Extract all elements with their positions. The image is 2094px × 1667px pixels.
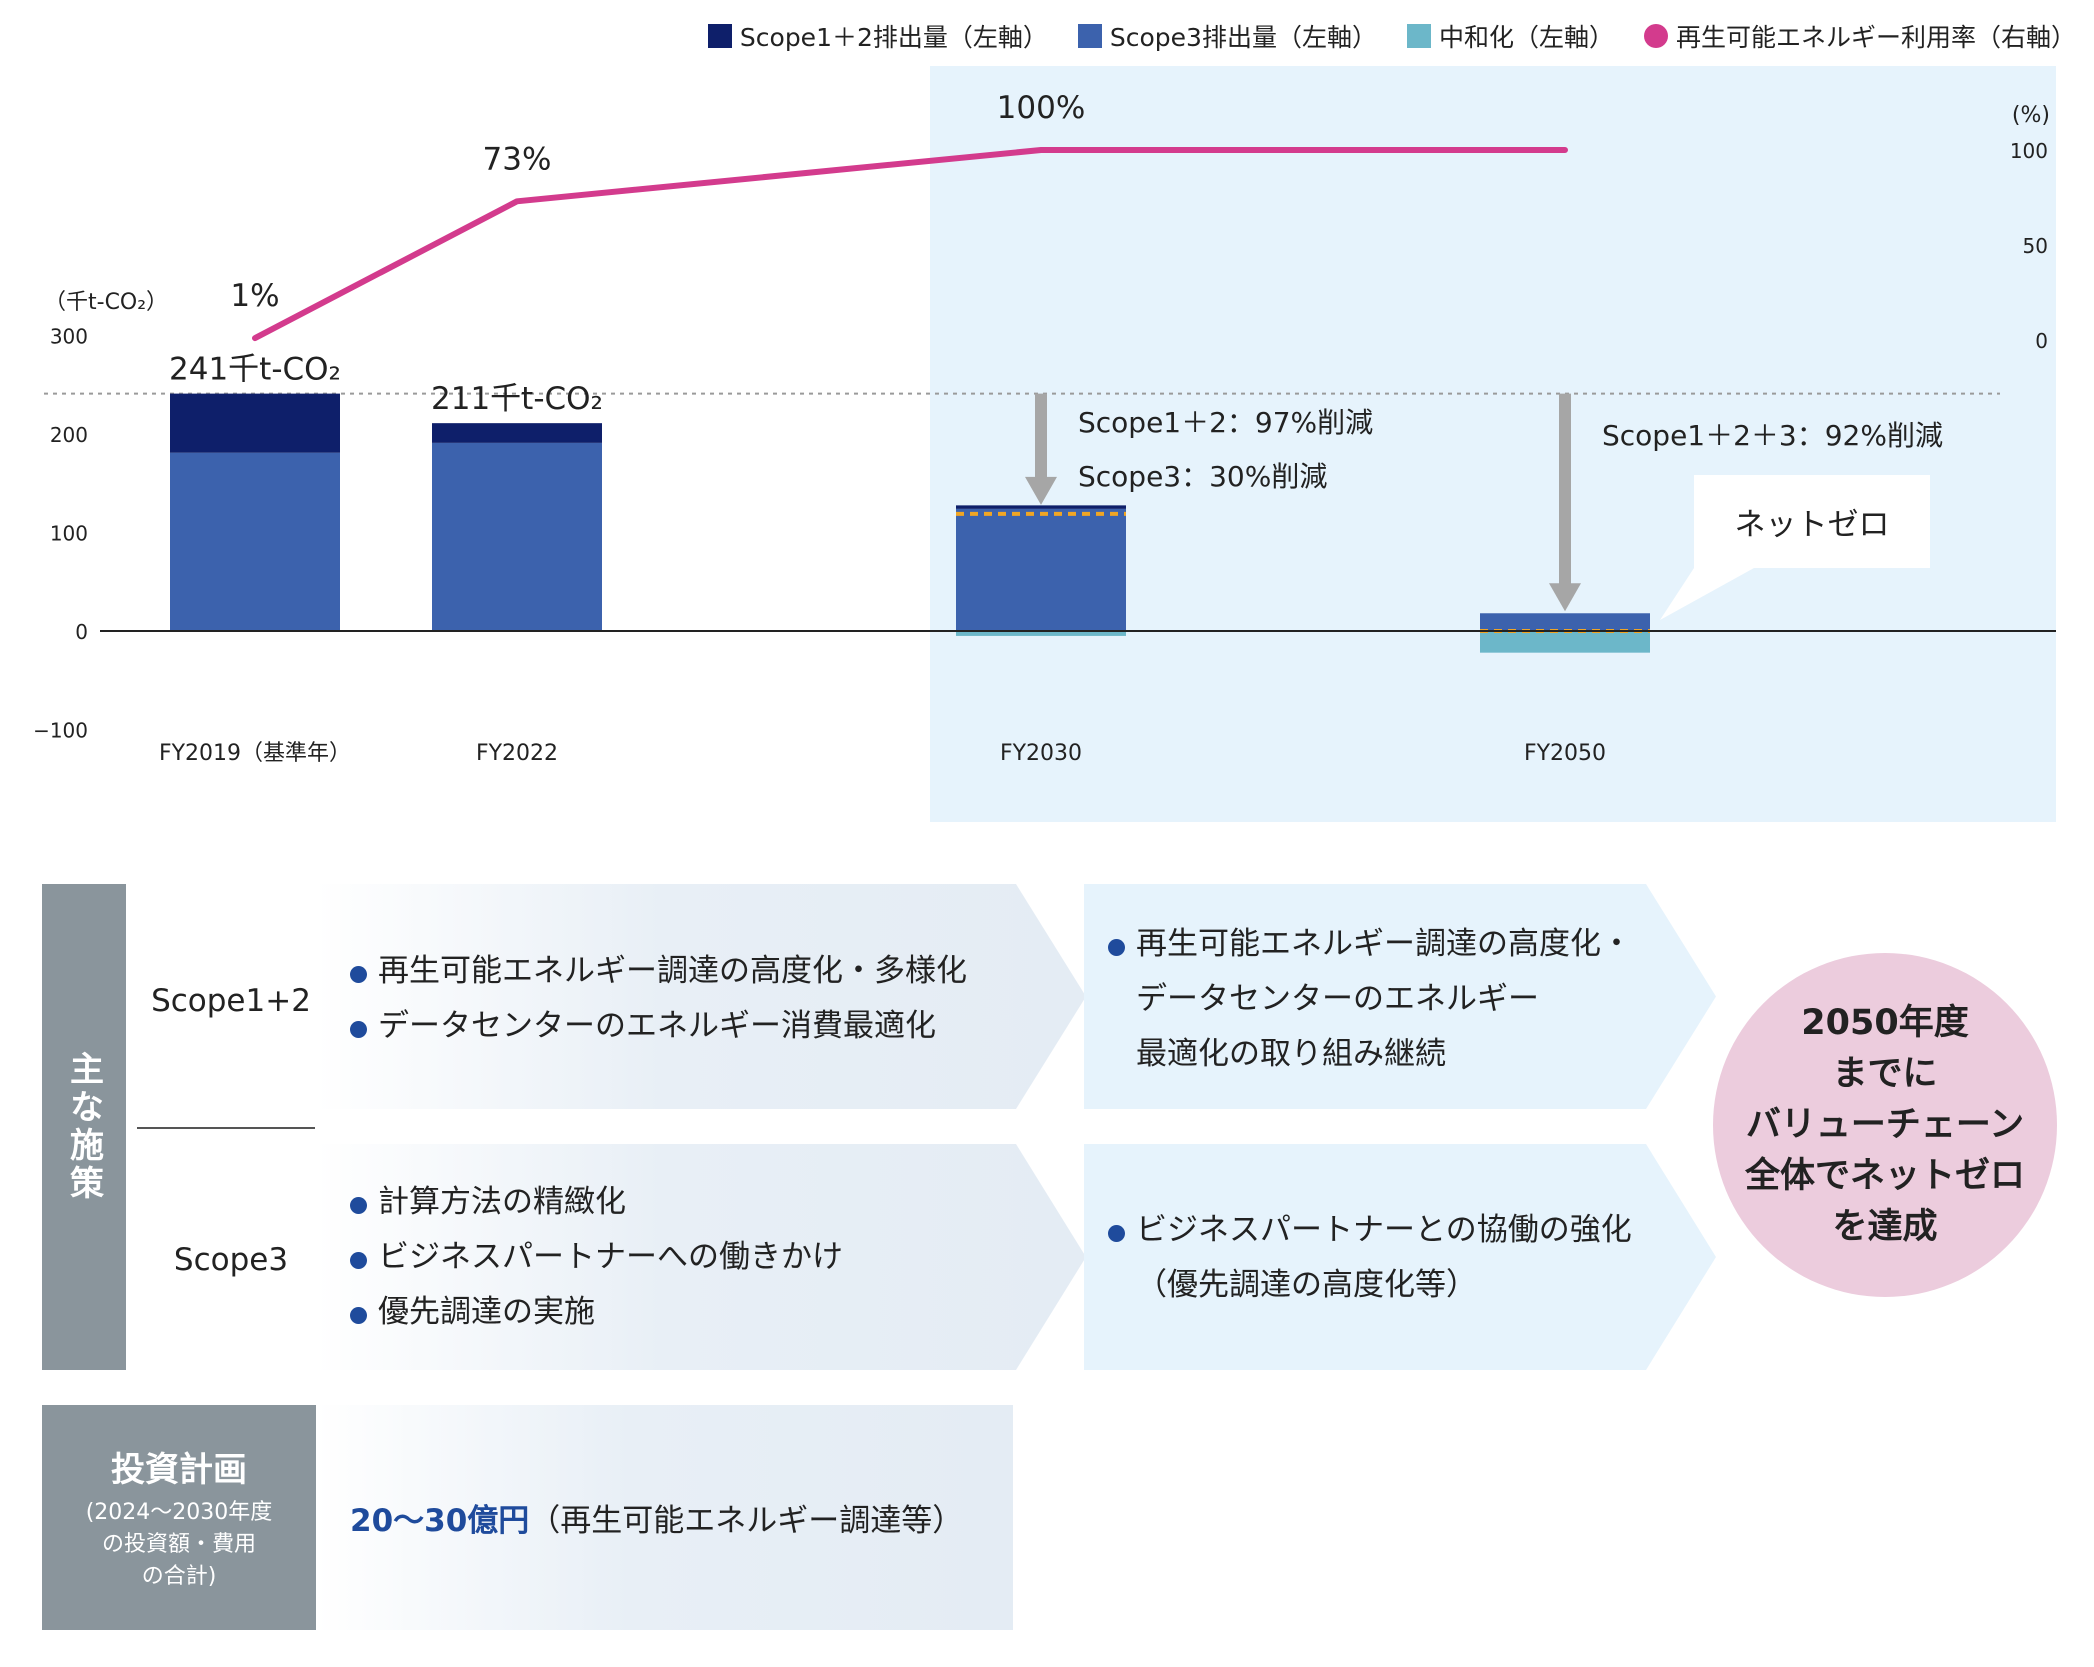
chart-legend: Scope1＋2排出量（左軸） Scope3排出量（左軸） 中和化（左軸） 再生… (707, 18, 2076, 54)
investment-label: 投資計画 (2024〜2030年度 の投資額・費用 の合計) (42, 1405, 316, 1630)
left-axis-tick-label: 200 (50, 423, 88, 447)
list-item: 再生可能エネルギー調達の高度化・ (1108, 917, 1632, 972)
legend-item-scope3: Scope3排出量（左軸） (1077, 18, 1377, 54)
investment-box (316, 1405, 1013, 1630)
left-axis-tick-label: 300 (50, 325, 88, 349)
fy2030-reduction-annotation: Scope3：30%削減 (1078, 460, 1327, 493)
bar-scope3 (432, 442, 602, 631)
legend-swatch-neutral (1406, 24, 1431, 48)
bar-neutralization (1480, 631, 1650, 653)
right-axis-tick-label: 100 (2010, 139, 2048, 163)
scope3-label: Scope3 (173, 1242, 289, 1278)
scope3-future-box (1084, 1144, 1716, 1370)
x-axis-category-label: FY2030 (1000, 741, 1082, 766)
bar-scope12 (432, 423, 602, 443)
reduction-arrow-head (1549, 583, 1581, 612)
bar-scope3 (170, 452, 340, 631)
x-axis-category-label: FY2019（基準年） (159, 741, 351, 766)
list-item: ビジネスパートナーへの働きかけ (350, 1230, 843, 1285)
left-axis-tick-label: 100 (50, 522, 88, 546)
callout-pointer (1660, 568, 1754, 620)
list-item-continued: データセンターのエネルギー (1136, 981, 1539, 1017)
fy2030-reduction-annotation: Scope1＋2：97%削減 (1078, 406, 1373, 439)
legend-label-scope12: Scope1＋2排出量（左軸） (739, 23, 1048, 52)
renewable-rate-label: 1% (230, 278, 279, 314)
list-item-continued: 最適化の取り組み継続 (1136, 1036, 1446, 1072)
legend-item-renewable: 再生可能エネルギー利用率（右軸） (1643, 18, 2076, 54)
legend-item-scope12: Scope1＋2排出量（左軸） (707, 18, 1048, 54)
list-item: 再生可能エネルギー調達の高度化・多様化 (350, 944, 967, 999)
reduction-arrow-head (1025, 476, 1057, 505)
net-zero-goal-badge: 2050年度 までに バリューチェーン 全体でネットゼロ を達成 (1713, 953, 2057, 1297)
investment-note: （再生可能エネルギー調達等） (529, 1503, 964, 1539)
left-axis-tick-label: 0 (75, 620, 88, 644)
x-axis-category-label: FY2050 (1524, 741, 1606, 766)
scope12-current-list: 再生可能エネルギー調達の高度化・多様化 データセンターのエネルギー消費最適化 (350, 944, 967, 1054)
investment-amount: 20〜30億円 (350, 1503, 530, 1539)
future-region-background (930, 66, 2056, 822)
right-axis-tick-label: 50 (2023, 234, 2048, 258)
emissions-chart: （千t-CO₂） 300 200 100 0 −100 (%) 100 50 0 241千t-CO₂… (33, 66, 2056, 822)
bar-scope3 (956, 508, 1126, 631)
left-axis-tick-label: −100 (33, 719, 88, 743)
renewable-rate-label: 100% (997, 90, 1086, 126)
net-zero-callout-text: ネットゼロ (1734, 507, 1890, 543)
net-zero-goal-text: 2050年度 までに バリューチェーン 全体でネットゼロ を達成 (1744, 1002, 2025, 1247)
fy2050-reduction-annotation: Scope1＋2＋3：92%削減 (1602, 419, 1943, 452)
bar-total-label: 211千t-CO₂ (431, 381, 603, 417)
scope3-current-box (316, 1144, 1086, 1370)
legend-swatch-renewable (1643, 24, 1668, 48)
bar-neutralization (956, 631, 1126, 636)
list-item: データセンターのエネルギー消費最適化 (350, 999, 967, 1054)
scope12-label: Scope1+2 (151, 983, 311, 1019)
left-axis-unit: （千t-CO₂） (44, 290, 168, 315)
list-item: 計算方法の精緻化 (350, 1175, 843, 1230)
scope12-future-list: 再生可能エネルギー調達の高度化・ データセンターのエネルギー 最適化の取り組み継… (1108, 917, 1632, 1082)
measures-label: 主な施策 (42, 884, 126, 1370)
scope3-current-list: 計算方法の精緻化 ビジネスパートナーへの働きかけ 優先調達の実施 (350, 1175, 843, 1340)
investment-subtitle: (2024〜2030年度 の投資額・費用 の合計) (85, 1500, 273, 1589)
scope-divider (137, 1127, 315, 1129)
bar-scope3 (1480, 613, 1650, 631)
x-axis-category-label: FY2022 (476, 741, 558, 766)
renewable-rate-label: 73% (483, 141, 552, 177)
investment-text: 20〜30億円（再生可能エネルギー調達等） (350, 1495, 963, 1540)
investment-title: 投資計画 (111, 1450, 247, 1490)
legend-item-neutral: 中和化（左軸） (1406, 18, 1614, 54)
legend-swatch-scope3 (1077, 24, 1102, 48)
legend-swatch-scope12 (707, 24, 732, 48)
right-axis-unit: (%) (2012, 103, 2050, 128)
list-item-continued: （優先調達の高度化等） (1136, 1267, 1477, 1303)
scope3-future-list: ビジネスパートナーとの協働の強化 （優先調達の高度化等） (1108, 1203, 1632, 1313)
list-item: 優先調達の実施 (350, 1285, 843, 1340)
bar-total-label: 241千t-CO₂ (169, 352, 341, 388)
legend-label-renewable: 再生可能エネルギー利用率（右軸） (1675, 23, 2076, 52)
net-zero-callout: ネットゼロ (1694, 475, 1930, 568)
legend-label-neutral: 中和化（左軸） (1438, 23, 1614, 52)
bar-scope12 (170, 393, 340, 453)
renewable-rate-line (252, 147, 1568, 342)
right-axis-tick-label: 0 (2035, 329, 2048, 353)
legend-label-scope3: Scope3排出量（左軸） (1109, 23, 1377, 52)
scope12-current-box (316, 884, 1086, 1109)
scope12-future-box (1084, 884, 1716, 1109)
list-item: ビジネスパートナーとの協働の強化 (1108, 1203, 1632, 1258)
measures-label-text: 主な施策 (63, 1051, 104, 1203)
